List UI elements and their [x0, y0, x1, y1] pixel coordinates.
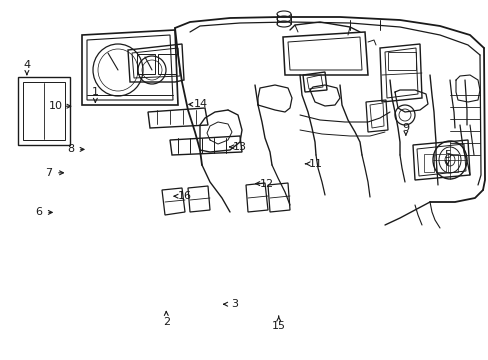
Text: 7: 7: [45, 168, 52, 178]
Text: 2: 2: [163, 317, 169, 327]
Text: 15: 15: [271, 321, 285, 331]
Text: 3: 3: [231, 299, 238, 309]
Bar: [18, 77, 70, 145]
Bar: [435, 154, 445, 172]
Text: 5: 5: [443, 150, 450, 160]
Bar: [423, 154, 433, 172]
Text: 8: 8: [67, 144, 74, 154]
Bar: [387, 52, 415, 70]
Text: 4: 4: [23, 60, 30, 70]
Text: 10: 10: [49, 101, 63, 111]
Text: 11: 11: [308, 159, 322, 169]
Text: 12: 12: [259, 179, 273, 189]
Text: 13: 13: [232, 142, 246, 152]
Text: 9: 9: [402, 123, 408, 133]
Bar: [137, 54, 155, 74]
Text: 1: 1: [92, 87, 99, 97]
Bar: [23, 82, 65, 140]
Bar: [158, 54, 176, 74]
Bar: [447, 154, 457, 172]
Text: 16: 16: [178, 191, 191, 201]
Text: 14: 14: [193, 99, 207, 109]
Text: 6: 6: [36, 207, 42, 217]
